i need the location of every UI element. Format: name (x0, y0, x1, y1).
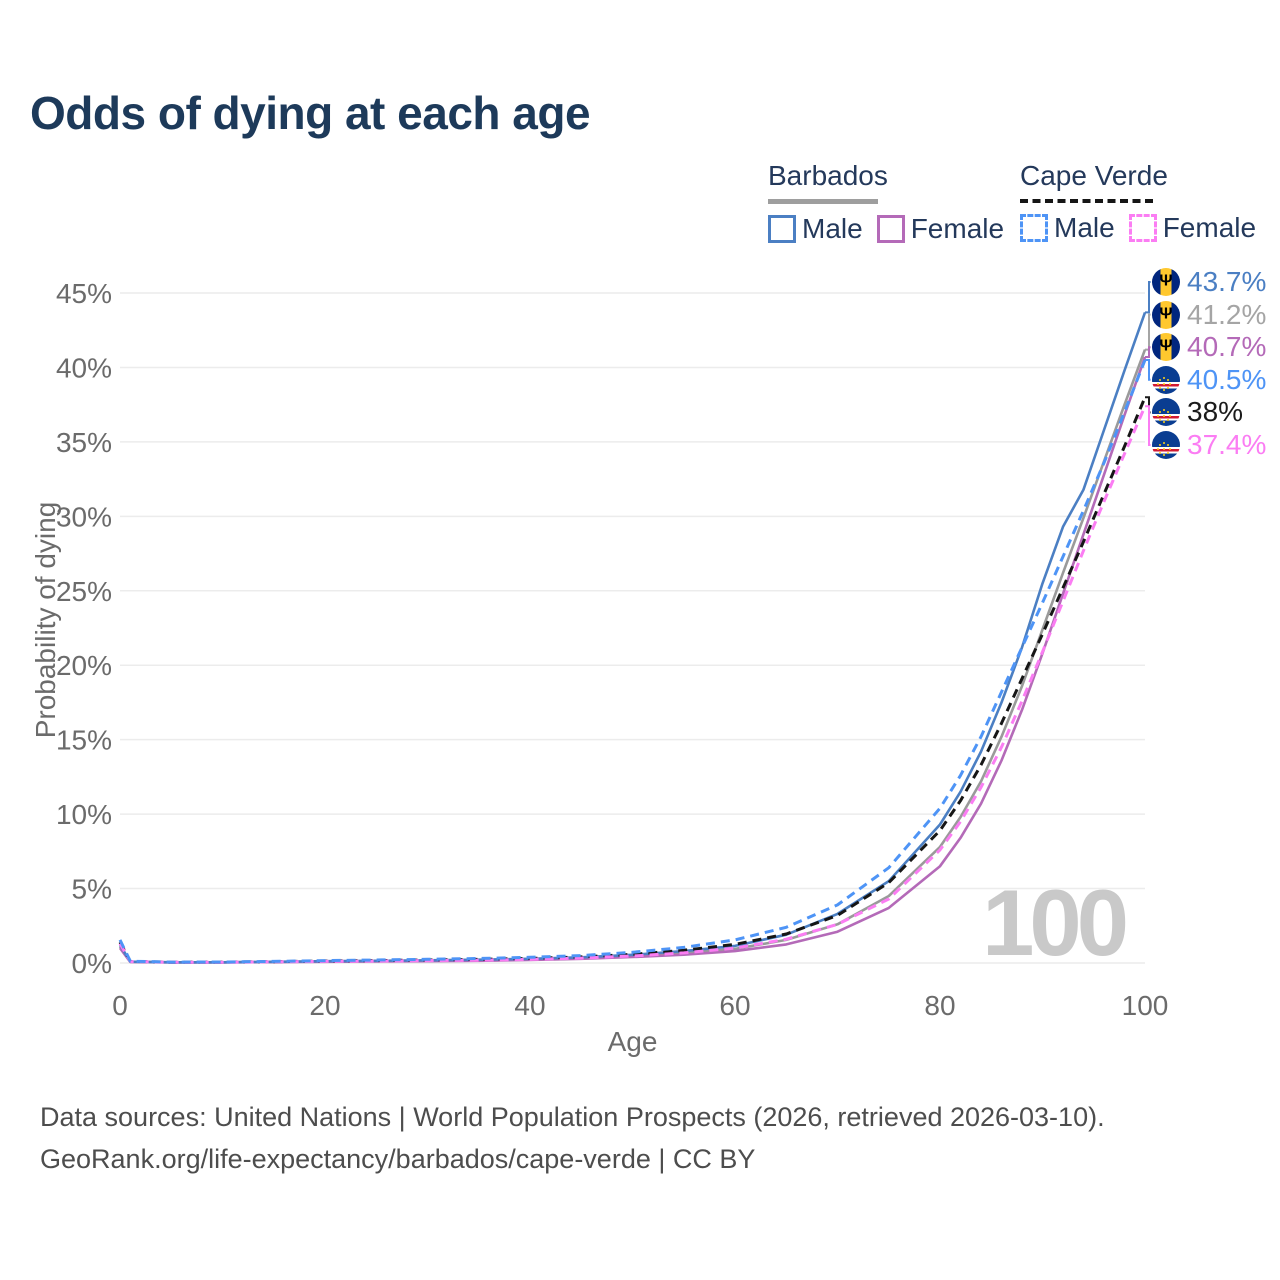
source-footer: Data sources: United Nations | World Pop… (40, 1096, 1105, 1180)
legend-group-barbados: Barbados Male Female (768, 160, 1018, 245)
end-label-value: 40.5% (1187, 363, 1267, 395)
barbados-flag-icon: Ψ (1152, 300, 1180, 329)
legend-country-label: Barbados (768, 160, 888, 191)
cape-verde-flag-icon (1152, 431, 1180, 459)
y-tick-label: 20% (56, 650, 112, 681)
y-tick-label: 40% (56, 352, 112, 383)
y-tick-label: 30% (56, 501, 112, 532)
x-tick-label: 20 (309, 990, 340, 1021)
cape-verde-female-swatch-icon (1128, 214, 1157, 242)
end-label-row: Ψ 43.7% (1152, 265, 1266, 299)
end-label-row: 37.4% (1152, 428, 1266, 462)
legend-item-label: Male (1054, 212, 1115, 243)
legend-group-cape-verde: Cape Verde Male Female (1020, 160, 1270, 244)
end-label-value: 40.7% (1187, 331, 1267, 363)
cape-verde-flag-icon (1152, 365, 1180, 394)
legend-item-label: Female (910, 213, 1005, 244)
barbados-flag-icon: Ψ (1152, 333, 1180, 362)
end-label-row: 40.5% (1152, 363, 1266, 397)
end-label-value: 37.4% (1187, 429, 1267, 460)
barbados-line-style-swatch (768, 199, 878, 204)
x-tick-label: 0 (112, 990, 128, 1021)
y-axis-title: Probability of dying (30, 501, 61, 739)
x-axis-title: Age (607, 1026, 658, 1057)
cape-verde-male-swatch-icon (1020, 214, 1048, 242)
y-tick-label: 10% (56, 799, 112, 830)
x-tick-label: 80 (924, 990, 955, 1021)
end-label-row: Ψ 41.2% (1152, 298, 1266, 332)
barbados-flag-icon: Ψ (1152, 268, 1180, 296)
y-tick-label: 0% (72, 948, 112, 979)
y-tick-label: 25% (56, 576, 112, 607)
end-label-value: 43.7% (1187, 266, 1267, 297)
attribution-line: GeoRank.org/life-expectancy/barbados/cap… (40, 1144, 756, 1174)
legend-country-label: Cape Verde (1020, 160, 1168, 191)
series-line-cape-verde-female (118, 405, 1147, 964)
end-label-row: 38% (1152, 395, 1243, 429)
barbados-female-swatch-icon (876, 215, 905, 243)
leader-line (1145, 396, 1153, 414)
x-tick-label: 40 (514, 990, 545, 1021)
cape-verde-flag-icon (1152, 398, 1180, 427)
data-sources-line: Data sources: United Nations | World Pop… (40, 1102, 1105, 1132)
y-tick-label: 45% (56, 278, 112, 309)
end-label-value: 38% (1187, 396, 1244, 428)
legend-item-label: Female (1162, 212, 1257, 243)
y-tick-label: 5% (72, 874, 112, 905)
x-tick-label: 100 (1122, 990, 1169, 1021)
series-line-barbados-male (118, 311, 1147, 964)
cape-verde-line-style-swatch (1020, 199, 1153, 203)
series-line-cape-verde-total (118, 396, 1147, 964)
leader-line (1145, 281, 1153, 314)
x-tick-label: 60 (719, 990, 750, 1021)
page-title: Odds of dying at each age (30, 87, 591, 139)
end-label-row: Ψ 40.7% (1152, 330, 1266, 364)
end-label-value: 41.2% (1187, 298, 1267, 330)
age-watermark: 100 (982, 870, 1129, 975)
leader-line (1145, 313, 1153, 351)
legend-item-label: Male (802, 213, 863, 244)
leader-line (1145, 405, 1153, 446)
barbados-male-swatch-icon (768, 215, 796, 243)
y-tick-label: 15% (56, 725, 112, 756)
leader-line (1145, 359, 1153, 381)
leader-line (1145, 346, 1153, 359)
y-tick-label: 35% (56, 427, 112, 458)
